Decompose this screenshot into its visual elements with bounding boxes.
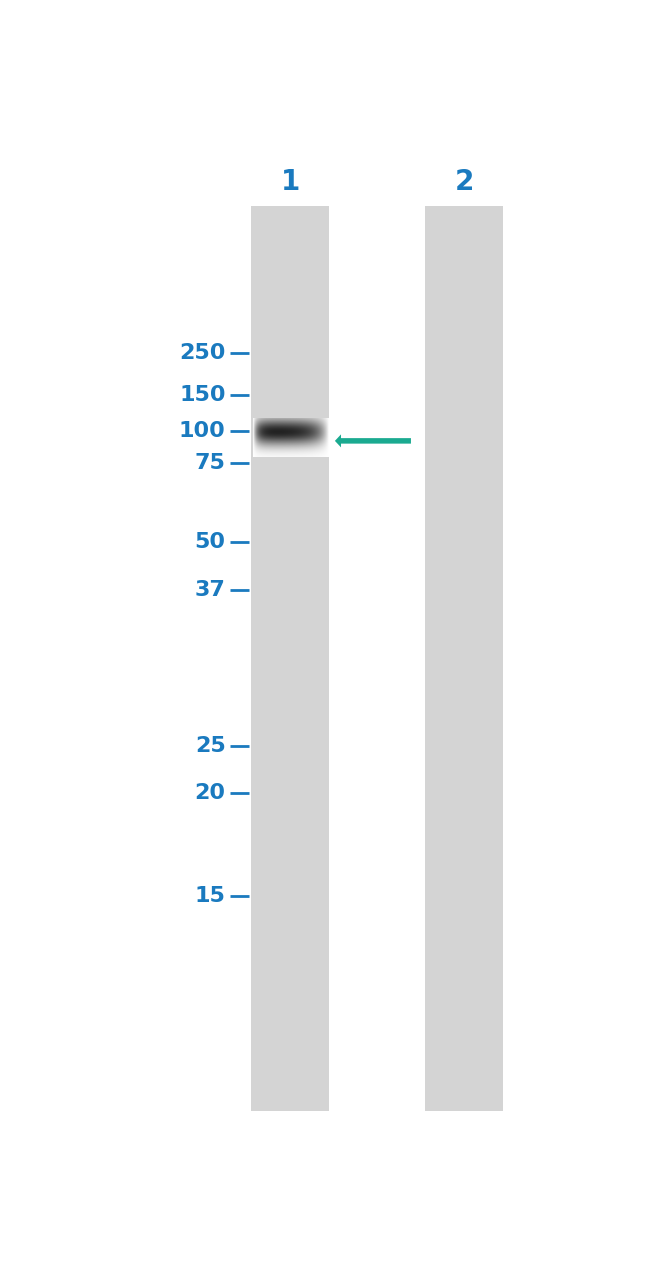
Text: 250: 250 [179,343,226,363]
Text: 15: 15 [195,885,226,906]
Text: 50: 50 [194,532,226,551]
Bar [252,206,330,1111]
Text: 37: 37 [195,579,226,599]
Text: 20: 20 [194,782,226,803]
Text: 100: 100 [179,422,226,441]
Text: 150: 150 [179,385,226,405]
Text: 2: 2 [454,168,474,196]
Text: 25: 25 [195,737,226,756]
Text: 75: 75 [195,453,226,474]
Bar [425,206,503,1111]
Text: 1: 1 [281,168,300,196]
